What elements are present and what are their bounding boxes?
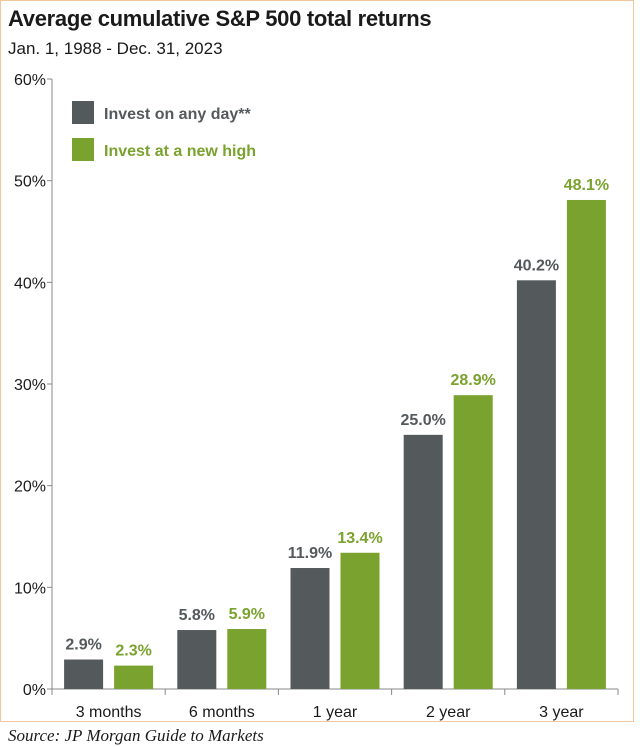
y-tick-label: 50% xyxy=(14,174,46,191)
bar xyxy=(516,280,556,689)
y-tick-label: 40% xyxy=(14,275,46,292)
bar-data-label: 48.1% xyxy=(564,177,609,194)
bar-data-label: 2.3% xyxy=(115,643,151,660)
bar-data-label: 13.4% xyxy=(337,530,382,547)
bar-data-label: 5.9% xyxy=(229,606,265,623)
chart-source: Source: JP Morgan Guide to Markets xyxy=(8,726,264,745)
y-tick-label: 30% xyxy=(14,377,46,394)
bar xyxy=(403,434,443,689)
bar xyxy=(64,659,104,689)
y-tick-label: 10% xyxy=(14,580,46,597)
bar-data-label: 5.8% xyxy=(179,607,215,624)
bar-chart: 0% 10% 20% 30% 40% 50% 60% 3 months 6 months 1 ye… xyxy=(14,72,619,721)
x-category-label: 3 year xyxy=(539,704,584,721)
bar-data-label: 2.9% xyxy=(65,637,101,654)
x-category-label: 2 year xyxy=(426,704,471,721)
x-category-label: 1 year xyxy=(313,704,358,721)
bar-data-label: 40.2% xyxy=(514,257,559,274)
y-tick-label: 20% xyxy=(14,479,46,496)
chart-subtitle: Jan. 1, 1988 - Dec. 31, 2023 xyxy=(8,39,223,58)
y-tick-label: 60% xyxy=(14,72,46,89)
bar xyxy=(290,568,330,689)
bar xyxy=(114,665,154,689)
bar xyxy=(566,199,606,689)
bar xyxy=(227,629,267,689)
bar xyxy=(340,552,380,689)
x-category-label: 3 months xyxy=(76,704,142,721)
bar-data-label: 28.9% xyxy=(451,372,496,389)
chart-title: Average cumulative S&P 500 total returns xyxy=(8,6,432,31)
bar xyxy=(453,395,493,689)
y-tick-label: 0% xyxy=(23,682,46,699)
bar-data-label: 25.0% xyxy=(401,412,446,429)
legend-swatch xyxy=(72,138,94,161)
bar-data-label: 11.9% xyxy=(288,545,332,562)
x-category-label: 6 months xyxy=(189,704,255,721)
legend-label: Invest at a new high xyxy=(104,143,256,160)
legend-label: Invest on any day** xyxy=(104,106,251,123)
legend-swatch xyxy=(72,101,94,124)
bar xyxy=(177,630,217,689)
